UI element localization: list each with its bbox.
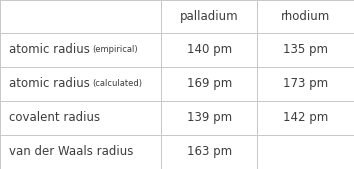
Text: palladium: palladium [180, 10, 239, 23]
Text: 140 pm: 140 pm [187, 43, 232, 56]
Text: rhodium: rhodium [281, 10, 330, 23]
Text: (empirical): (empirical) [92, 45, 138, 54]
Text: 139 pm: 139 pm [187, 112, 232, 124]
Text: 163 pm: 163 pm [187, 146, 232, 159]
Text: van der Waals radius: van der Waals radius [9, 146, 133, 159]
Text: covalent radius: covalent radius [9, 112, 100, 124]
Text: 142 pm: 142 pm [283, 112, 328, 124]
Text: 169 pm: 169 pm [187, 77, 232, 90]
Text: atomic radius: atomic radius [9, 77, 90, 90]
Text: (calculated): (calculated) [92, 79, 143, 88]
Text: 173 pm: 173 pm [283, 77, 328, 90]
Text: 135 pm: 135 pm [283, 43, 328, 56]
Text: atomic radius: atomic radius [9, 43, 90, 56]
